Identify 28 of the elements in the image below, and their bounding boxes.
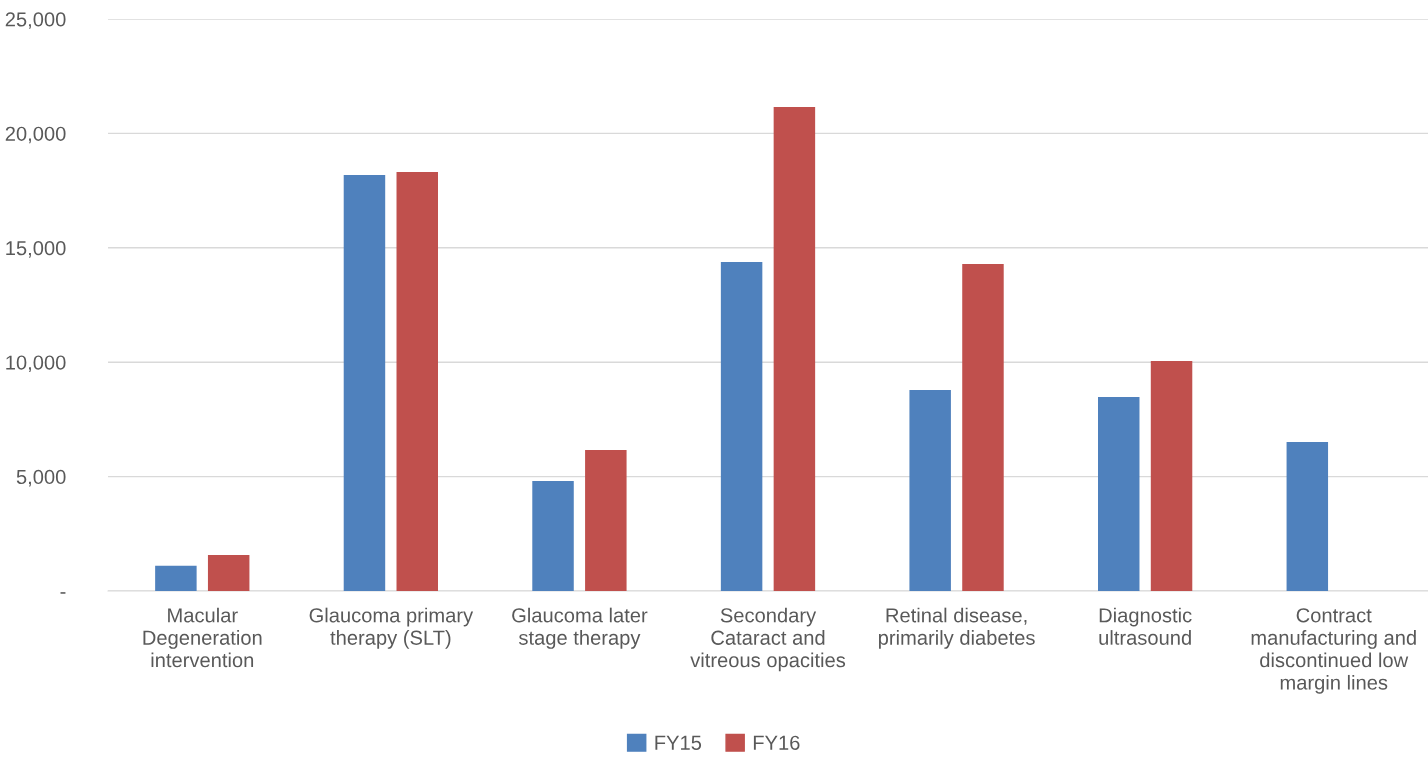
- legend-label: FY15: [655, 735, 702, 750]
- bar: [773, 107, 816, 591]
- bar: [585, 450, 627, 591]
- y-tick-label: 10,000: [6, 355, 66, 373]
- x-tick-label: Glaucoma primary therapy (SLT): [309, 607, 474, 649]
- legend-label: FY16: [753, 735, 800, 750]
- bar: [343, 175, 386, 591]
- bar: [532, 480, 574, 591]
- bar: [1286, 442, 1329, 591]
- y-tick-label: 15,000: [6, 241, 66, 258]
- x-tick-label: Retinal disease, primarily diabetes: [878, 607, 1035, 649]
- y-tick-label: 20,000: [5, 126, 66, 144]
- bar: [909, 390, 951, 591]
- bar: [720, 261, 763, 591]
- x-tick-label: Glaucoma later stage therapy: [512, 607, 648, 649]
- x-tick-label: Secondary Cataract and vitreous opacities: [690, 607, 846, 672]
- y-tick-label: 25,000: [5, 12, 66, 29]
- y-tick-label: -: [60, 592, 66, 594]
- x-tick-label: Contract manufacturing and discontinued low margin lines: [1251, 608, 1416, 694]
- bar: [155, 565, 197, 591]
- bar: [962, 264, 1004, 591]
- x-tick-label: Macular Degeneration intervention: [143, 607, 262, 668]
- bar: [1150, 361, 1193, 591]
- bar: [207, 555, 250, 591]
- bar: [396, 172, 438, 591]
- bar: [1098, 396, 1140, 591]
- x-tick-label: Diagnostic ultrasound: [1099, 607, 1192, 645]
- y-tick-label: 5,000: [16, 469, 66, 487]
